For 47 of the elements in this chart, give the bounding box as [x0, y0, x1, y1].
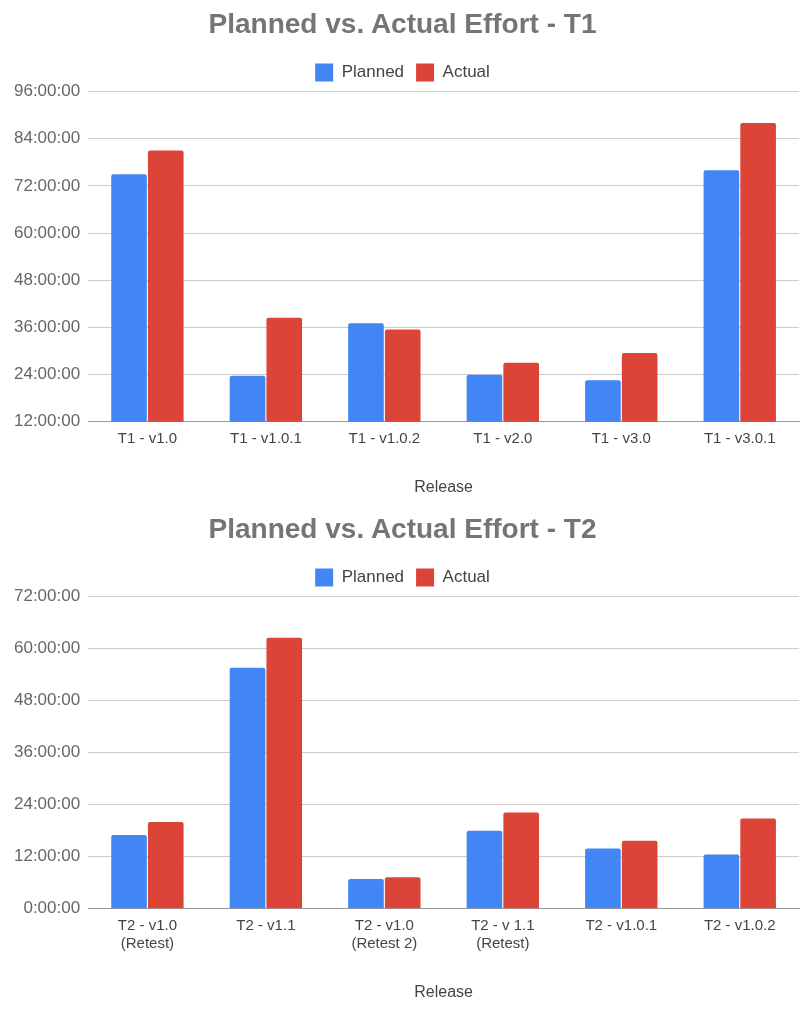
y-tick-label: 36:00:00	[13, 317, 81, 337]
legend-label: Actual	[442, 567, 490, 587]
y-tick-label: 72:00:00	[13, 586, 81, 606]
y-tick-label: 12:00:00	[13, 846, 81, 866]
x-tick-label: T2 - v1.1	[236, 915, 296, 933]
x-tick-label: T1 - v1.0	[117, 428, 177, 446]
y-tick-label: 12:00:00	[13, 411, 81, 431]
y-tick-label: 24:00:00	[13, 794, 81, 814]
x-tick-label: T1 - v3.0	[591, 428, 651, 446]
y-tick-label: 60:00:00	[13, 638, 81, 658]
y-tick-label: 60:00:00	[13, 222, 81, 242]
legend-label: Actual	[442, 62, 490, 82]
bar	[740, 818, 776, 909]
bar	[503, 812, 539, 909]
y-tick-label: 48:00:00	[13, 269, 81, 289]
bar	[111, 835, 147, 909]
y-tick-label: 84:00:00	[13, 128, 81, 148]
bar	[348, 878, 384, 909]
y-tick-label: 36:00:00	[13, 742, 81, 762]
bar	[384, 877, 421, 909]
y-tick-label: 72:00:00	[13, 175, 81, 195]
x-tick-label: T1 - v2.0	[473, 428, 533, 446]
bar	[585, 848, 621, 909]
x-tick-label: T2 - v1.0.1	[585, 915, 658, 933]
x-axis-title: Release	[414, 477, 474, 495]
y-tick-label: 0:00:00	[23, 898, 81, 918]
bar	[266, 637, 303, 909]
bar	[229, 667, 266, 909]
bar	[703, 854, 740, 909]
bar	[147, 822, 184, 909]
x-tick-label: T1 - v1.0.1	[230, 428, 302, 446]
chart-title: Planned vs. Actual Effort - T1	[208, 7, 597, 39]
legend-label: Planned	[341, 62, 405, 82]
y-tick-label: 96:00:00	[13, 81, 81, 101]
bar	[621, 840, 658, 909]
legend-label: Planned	[341, 567, 405, 587]
x-tick-label: T2 - v1.0 (Retest)	[117, 915, 177, 951]
x-tick-label: T2 - v1.0.2	[703, 915, 776, 933]
chart-title: Planned vs. Actual Effort - T2	[208, 512, 597, 544]
x-tick-label: T1 - v3.0.1	[703, 428, 776, 446]
y-tick-label: 48:00:00	[13, 690, 81, 710]
bar	[466, 830, 503, 909]
x-axis-title: Release	[414, 982, 474, 1000]
x-tick-label: T2 - v 1.1 (Retest)	[471, 915, 535, 951]
x-tick-label: T1 - v1.0.2	[348, 428, 421, 446]
x-tick-label: T2 - v1.0 (Retest 2)	[351, 915, 418, 951]
y-tick-label: 24:00:00	[13, 364, 81, 384]
